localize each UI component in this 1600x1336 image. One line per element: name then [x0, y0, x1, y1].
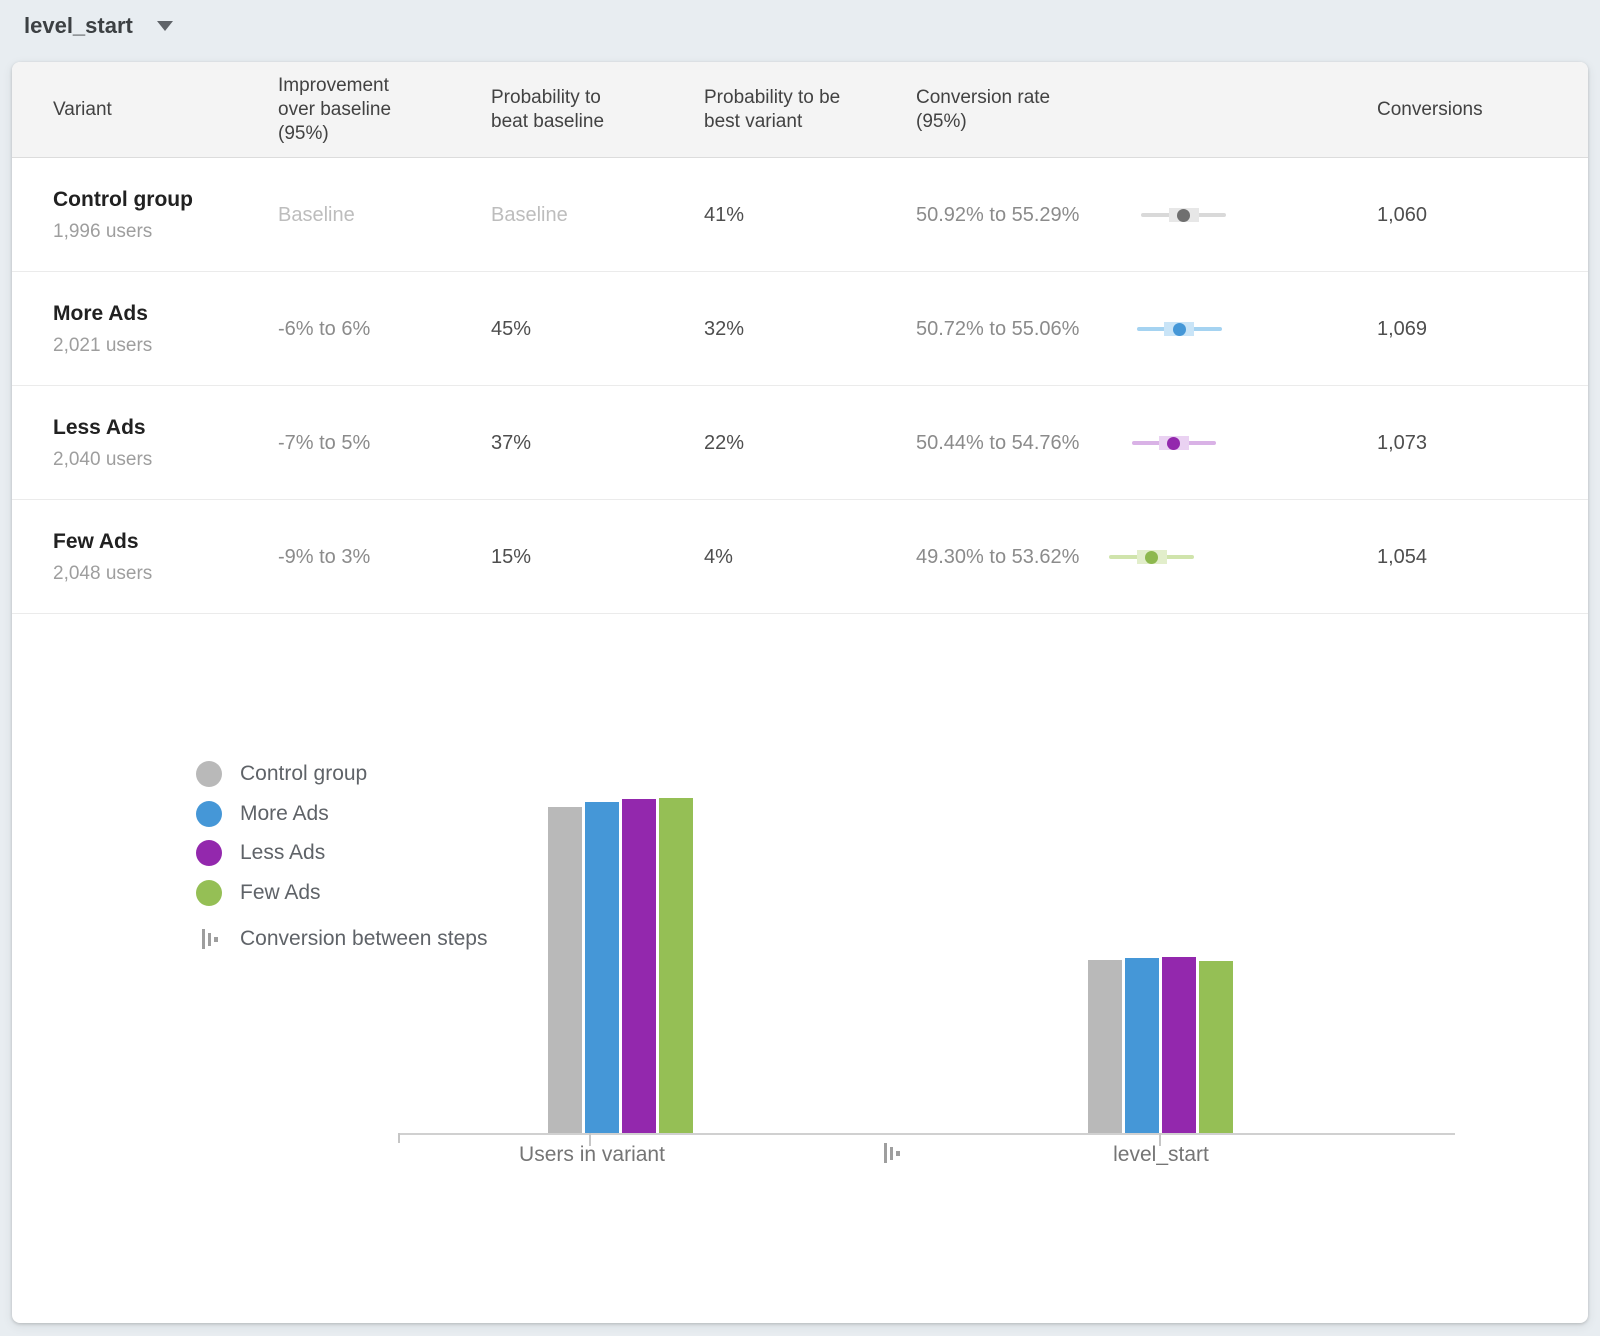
- variant-users: 2,021 users: [53, 334, 153, 356]
- chevron-down-icon: [156, 21, 173, 31]
- improvement-value: -7% to 5%: [278, 431, 371, 454]
- improvement-value: -9% to 3%: [278, 545, 371, 568]
- column-header-conversion-rate: Conversion rate (95%): [916, 86, 1051, 132]
- bar-few_ads-level-start: [1199, 961, 1233, 1133]
- bar-control-level-start: [1088, 960, 1122, 1133]
- x-axis-line: [398, 1133, 1455, 1135]
- variant-row: More Ads 2,021 users -6% to 6% 45% 32% 50.72%…: [12, 272, 1588, 386]
- variant-row: Less Ads 2,040 users -7% to 5% 37% 22% 50.44%…: [12, 386, 1588, 500]
- legend-swatch-circle: [196, 840, 222, 866]
- prob-beat-baseline-value: 15%: [491, 545, 532, 568]
- legend-item-control[interactable]: Control group: [196, 761, 367, 787]
- conversion-rate-value: 50.72% to 55.06%: [916, 317, 1080, 340]
- conversions-value: 1,073: [1377, 431, 1428, 454]
- conversions-value: 1,054: [1377, 545, 1428, 568]
- legend-label: Less Ads: [240, 841, 326, 864]
- improvement-value: Baseline: [278, 203, 355, 226]
- conversions-value: 1,060: [1377, 203, 1428, 226]
- legend-item-more_ads[interactable]: More Ads: [196, 801, 329, 827]
- bar-control-users: [548, 807, 582, 1133]
- table-header-row: Variant Improvement over baseline (95%) …: [12, 62, 1588, 158]
- conversion-rate-interval: [1106, 500, 1377, 614]
- prob-beat-baseline-value: 45%: [491, 317, 532, 340]
- conversion-rate-interval: [1106, 158, 1377, 272]
- conversion-between-steps-icon: [884, 1143, 900, 1163]
- variant-row: Control group 1,996 users Baseline Baseline…: [12, 158, 1588, 272]
- bar-more_ads-level-start: [1125, 958, 1159, 1133]
- legend-swatch-circle: [196, 801, 222, 827]
- prob-best-variant-value: 4%: [704, 545, 733, 568]
- funnel-bar-chart: Control group More Ads Less Ads Few Ads Con…: [12, 614, 1588, 1323]
- variant-name-cell: Control group 1,996 users: [53, 188, 278, 243]
- goal-metric-label: level_start: [24, 13, 133, 38]
- prob-beat-baseline-value: Baseline: [491, 203, 568, 226]
- x-axis-label-users-in-variant: Users in variant: [519, 1143, 665, 1166]
- axis-tick-level-start: [1159, 1133, 1161, 1146]
- variant-users: 2,040 users: [53, 448, 153, 470]
- ci-median-dot: [1145, 551, 1159, 564]
- legend-label: Conversion between steps: [240, 927, 488, 950]
- legend-label: More Ads: [240, 802, 329, 825]
- variant-users: 1,996 users: [53, 220, 153, 242]
- legend-item-conversion-between-steps: Conversion between steps: [202, 926, 487, 952]
- ci-median-dot: [1167, 437, 1181, 450]
- bar-less_ads-users: [622, 799, 656, 1133]
- results-card: Variant Improvement over baseline (95%) …: [12, 62, 1588, 1323]
- ci-median-dot: [1172, 323, 1186, 336]
- column-header-prob-best-variant: Probability to be best variant: [704, 86, 841, 132]
- variant-name: Less Ads: [53, 415, 146, 439]
- legend-swatch-circle: [196, 880, 222, 906]
- prob-beat-baseline-value: 37%: [491, 431, 532, 454]
- conversion-rate-interval: [1106, 386, 1377, 500]
- column-header-variant: Variant: [53, 98, 112, 120]
- column-header-conversions: Conversions: [1377, 98, 1483, 120]
- legend-label: Few Ads: [240, 881, 321, 904]
- variant-name-cell: Less Ads 2,040 users: [53, 416, 278, 471]
- conversion-rate-interval: [1106, 272, 1377, 386]
- conversion-rate-value: 50.92% to 55.29%: [916, 203, 1080, 226]
- variant-users: 2,048 users: [53, 562, 153, 584]
- bar-less_ads-level-start: [1162, 957, 1196, 1133]
- legend-item-few_ads[interactable]: Few Ads: [196, 880, 321, 906]
- ci-median-dot: [1177, 209, 1191, 222]
- variant-name: More Ads: [53, 301, 148, 325]
- axis-tick-users-in-variant: [589, 1133, 591, 1146]
- variant-name-cell: Few Ads 2,048 users: [53, 530, 278, 585]
- variant-row: Few Ads 2,048 users -9% to 3% 15% 4% 49.30% t…: [12, 500, 1588, 614]
- prob-best-variant-value: 32%: [704, 317, 745, 340]
- goal-metric-dropdown[interactable]: level_start: [24, 8, 173, 44]
- conversion-rate-value: 49.30% to 53.62%: [916, 545, 1080, 568]
- variant-name: Control group: [53, 187, 193, 211]
- conversion-rate-value: 50.44% to 54.76%: [916, 431, 1080, 454]
- conversions-value: 1,069: [1377, 317, 1428, 340]
- column-header-prob-beat-baseline: Probability to beat baseline: [491, 86, 605, 132]
- improvement-value: -6% to 6%: [278, 317, 371, 340]
- axis-start-tick: [398, 1133, 400, 1143]
- variant-name: Few Ads: [53, 529, 139, 553]
- variant-table-body: Control group 1,996 users Baseline Baseline…: [12, 158, 1588, 614]
- conversion-between-steps-icon: [202, 929, 218, 949]
- variant-name-cell: More Ads 2,021 users: [53, 302, 278, 357]
- bar-more_ads-users: [585, 802, 619, 1133]
- column-header-improvement: Improvement over baseline (95%): [278, 74, 392, 144]
- legend-label: Control group: [240, 762, 368, 785]
- legend-item-less_ads[interactable]: Less Ads: [196, 840, 325, 866]
- legend-swatch-circle: [196, 761, 222, 787]
- prob-best-variant-value: 41%: [704, 203, 745, 226]
- prob-best-variant-value: 22%: [704, 431, 745, 454]
- bar-few_ads-users: [659, 798, 693, 1133]
- x-axis-label-level-start: level_start: [1113, 1143, 1209, 1166]
